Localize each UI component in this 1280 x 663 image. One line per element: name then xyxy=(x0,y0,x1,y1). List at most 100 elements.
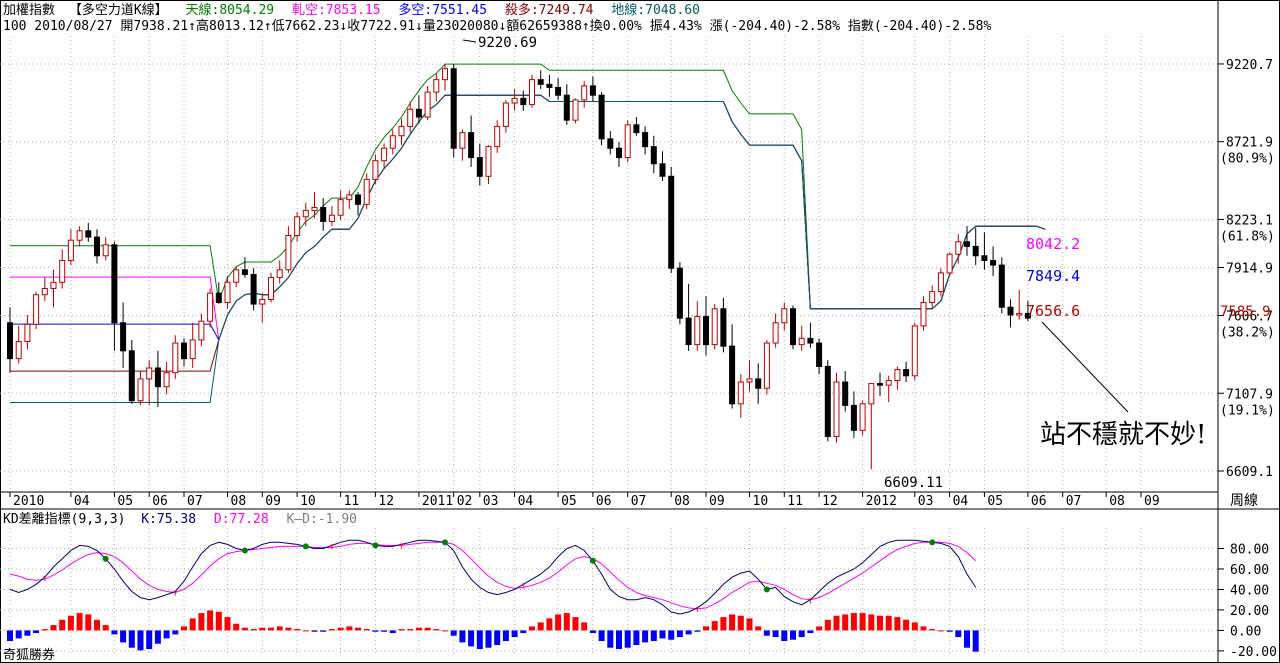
candle-down xyxy=(877,383,883,386)
kd-bar-positive xyxy=(850,613,857,631)
candle-up xyxy=(311,206,318,212)
kd-bar-positive xyxy=(198,613,205,631)
kd-bar-positive xyxy=(102,625,109,631)
candle-down xyxy=(790,308,796,346)
rail-short-value: 軋空:7853.15 xyxy=(292,3,381,18)
kd-bar-positive xyxy=(67,615,74,631)
kd-bar-positive xyxy=(337,627,344,631)
candle-up xyxy=(572,99,579,121)
candle-up xyxy=(59,259,66,283)
kd-bar-positive xyxy=(711,621,718,631)
candle-up xyxy=(624,124,631,159)
candle-up xyxy=(911,325,918,377)
kd-bar-positive xyxy=(546,618,553,631)
time-tick-label: 04 xyxy=(953,494,969,509)
candle-down xyxy=(111,244,118,324)
time-tick-label: 11 xyxy=(787,494,803,509)
kd-bar-negative xyxy=(381,630,388,632)
kd-tick-label: -20.00 xyxy=(1230,645,1277,660)
kd-bar-positive xyxy=(555,614,562,631)
candle-down xyxy=(650,146,657,165)
kd-bar-negative xyxy=(616,630,622,650)
candle-down xyxy=(755,378,762,389)
candle-down xyxy=(990,259,997,266)
candle-down xyxy=(520,97,527,106)
candle-up xyxy=(285,235,292,271)
candle-down xyxy=(468,132,475,159)
candle-up xyxy=(224,281,231,304)
candle-down xyxy=(120,322,127,352)
time-tick-label: 2011 xyxy=(422,494,453,509)
kd-bar-negative xyxy=(7,630,13,642)
kd-bar-negative xyxy=(389,630,396,634)
price-tick-label: 8223.1 xyxy=(1226,213,1273,228)
time-tick-label: 05 xyxy=(987,494,1003,509)
price-tick-pct: (80.9%) xyxy=(1220,152,1275,167)
candle-up xyxy=(763,342,770,389)
kd-bar-positive xyxy=(824,619,831,631)
golden-cross-marker: ↑ xyxy=(520,580,526,591)
time-tick-label: 09 xyxy=(709,494,725,509)
kd-bar-negative xyxy=(485,630,492,648)
kd-bar-negative xyxy=(642,630,649,643)
candle-up xyxy=(859,403,866,431)
kd-bar-positive xyxy=(572,617,579,631)
time-tick-label: 05 xyxy=(561,494,577,509)
time-tick-label: 10 xyxy=(300,494,316,509)
kd-bar-positive xyxy=(563,613,570,631)
candle-down xyxy=(589,85,596,96)
kd-bar-positive xyxy=(911,622,918,631)
band-line-4 xyxy=(10,94,1046,372)
candle-up xyxy=(798,337,805,346)
kd-bar-negative xyxy=(24,630,31,636)
price-tick-label: 7914.9 xyxy=(1226,261,1273,276)
kd-bar-negative xyxy=(120,630,127,643)
candle-up xyxy=(494,125,501,148)
candle-down xyxy=(642,132,649,148)
sky-line-value: 天線:8054.29 xyxy=(186,2,275,18)
candle-up xyxy=(772,322,779,344)
kd-bar-positive xyxy=(755,626,762,631)
candle-up xyxy=(372,160,379,180)
last-price-label: 7585.9 xyxy=(1220,304,1271,320)
kd-bar-positive xyxy=(746,618,753,631)
kd-bar-positive xyxy=(424,627,431,631)
candle-down xyxy=(807,337,814,344)
time-tick-label: 04 xyxy=(74,494,90,509)
candle-down xyxy=(633,124,640,134)
candle-down xyxy=(685,317,692,346)
death-cross-marker xyxy=(589,557,596,564)
candle-down xyxy=(476,157,483,177)
kd-bar-positive xyxy=(94,619,100,631)
kd-bar-negative xyxy=(624,630,631,648)
candles xyxy=(7,64,1031,470)
candle-up xyxy=(389,135,396,149)
kd-bar-positive xyxy=(720,617,727,631)
chart-title: 加權指數 xyxy=(3,3,55,18)
kd-bar-positive xyxy=(276,626,283,631)
candle-up xyxy=(746,378,753,383)
kd-bar-positive xyxy=(537,622,544,631)
candle-down xyxy=(903,369,910,377)
time-tick-label: 12 xyxy=(378,494,394,509)
band-line-5 xyxy=(10,94,1046,403)
indicator-name: 【多空力道K線】 xyxy=(69,2,168,18)
death-cross-marker xyxy=(763,586,770,593)
kd-tick-label: 80.00 xyxy=(1230,542,1269,557)
candle-up xyxy=(581,85,588,101)
kd-bar-positive xyxy=(398,629,405,631)
kd-bar-positive xyxy=(259,627,266,631)
candle-down xyxy=(598,94,605,140)
kd-bar-positive xyxy=(207,610,214,631)
band-line-1 xyxy=(10,63,1046,310)
candle-down xyxy=(128,350,135,402)
death-cross-marker xyxy=(102,555,109,562)
candle-up xyxy=(268,277,274,300)
kd-bar-positive xyxy=(41,629,48,631)
kd-bar-negative xyxy=(668,630,675,640)
kd-d-line xyxy=(9,541,977,610)
candle-down xyxy=(537,79,544,85)
price-tick-label: 6609.1 xyxy=(1226,465,1273,480)
ground-line-value: 地線:7048.60 xyxy=(611,2,700,18)
candle-up xyxy=(172,342,179,374)
